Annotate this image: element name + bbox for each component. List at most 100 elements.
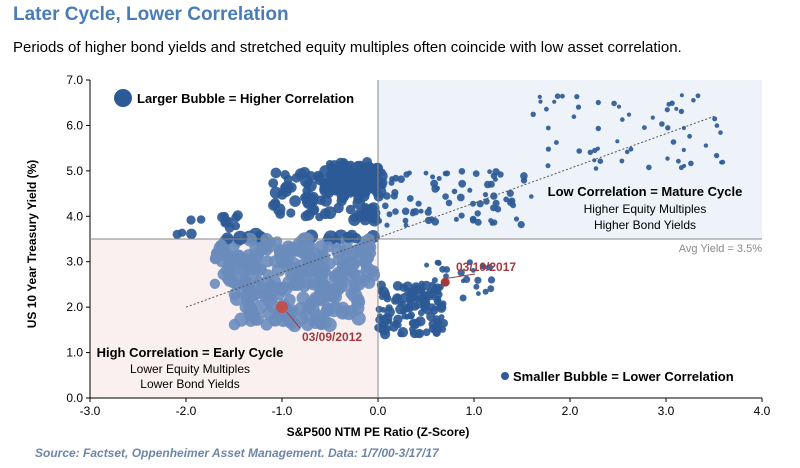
- trendline: [185, 115, 715, 308]
- scatter-chart: -3.0 -2.0 -1.0 0.0 1.0 2.0 3.0 4.0 0.0 1.0 2.0 3.0 4…: [25, 73, 771, 439]
- bubble-point: [487, 169, 492, 175]
- bubble-point: [691, 98, 696, 103]
- bubble-point: [413, 329, 423, 339]
- bubble-point: [674, 106, 679, 111]
- bubble-point: [304, 179, 317, 193]
- bubble-point: [483, 198, 490, 205]
- bubble-point: [487, 276, 496, 284]
- bubble-point: [431, 185, 440, 193]
- bubble-point: [332, 254, 344, 266]
- bubble-point: [554, 93, 561, 99]
- bubble-point: [314, 311, 328, 325]
- early-cycle-title: High Correlation = Early Cycle: [97, 345, 284, 360]
- bubble-point: [486, 264, 494, 271]
- bubble-point: [401, 313, 408, 320]
- bubble-point: [336, 162, 345, 171]
- bubble-point: [575, 104, 582, 110]
- bubble-point: [487, 285, 495, 293]
- bubble-point: [688, 160, 694, 167]
- overlay: [185, 115, 715, 329]
- bubble-point: [346, 229, 358, 241]
- bubble-point: [355, 174, 366, 186]
- bubble-point: [319, 165, 332, 178]
- bubble-point: [646, 164, 652, 171]
- bubble-point: [431, 325, 442, 336]
- bubble-point: [331, 185, 342, 196]
- bubble-point: [482, 288, 489, 295]
- bubble-point: [458, 168, 466, 175]
- bubble-point: [375, 305, 383, 313]
- source-note: Source: Factset, Oppenheimer Asset Manag…: [35, 446, 439, 460]
- bubble-point: [283, 293, 296, 306]
- bubble-point: [348, 281, 361, 294]
- bubble-point: [458, 179, 467, 188]
- bubble-point: [305, 193, 318, 206]
- bubble-point: [470, 268, 476, 273]
- bubble-point: [473, 283, 480, 290]
- bubble-point: [506, 189, 514, 197]
- bubble-point: [593, 166, 599, 171]
- chart-subtitle: Periods of higher bond yields and stretc…: [13, 39, 682, 56]
- bubble-point: [626, 112, 632, 117]
- bubble-point: [320, 280, 333, 293]
- bubble-point: [597, 158, 604, 164]
- bubble-point: [537, 94, 542, 99]
- bubble-point: [678, 165, 684, 171]
- bubble-point: [209, 278, 221, 289]
- y-tick-label: 2.0: [66, 300, 83, 314]
- bubble-point: [424, 262, 430, 268]
- bubble-point: [665, 156, 670, 161]
- bubble-point: [403, 222, 409, 228]
- bubble-point: [530, 111, 536, 117]
- bubble-point: [285, 261, 297, 272]
- bubble-point: [369, 176, 382, 189]
- y-tick-label: 7.0: [66, 73, 83, 87]
- bubble-point: [378, 168, 386, 176]
- bubble-point: [703, 143, 709, 148]
- bubble-point: [258, 288, 274, 303]
- legend-large-bubble-icon: [114, 89, 132, 107]
- y-tick-label: 3.0: [66, 255, 83, 269]
- bubble-point: [595, 99, 601, 106]
- bubble-point: [244, 301, 257, 313]
- legend-small-bubble-icon: [501, 372, 509, 380]
- upper-right-quadrant-shade: [378, 80, 762, 239]
- avg-yield-label: Avg Yield = 3.5%: [679, 243, 762, 255]
- bubble-point: [345, 204, 356, 215]
- bubble-point: [619, 158, 625, 164]
- bubble-point: [350, 244, 363, 257]
- bubble-point: [322, 241, 334, 253]
- bubble-point: [347, 160, 355, 169]
- legend-small-label: Smaller Bubble = Lower Correlation: [513, 369, 734, 384]
- highlight-label-2012: 03/09/2012: [302, 330, 362, 344]
- bubble-point: [212, 247, 223, 258]
- bubble-point: [595, 125, 601, 132]
- bubble-point: [413, 295, 421, 303]
- bubble-point: [538, 99, 543, 104]
- bubble-point: [407, 313, 414, 320]
- bubble-point: [665, 125, 671, 131]
- bubble-point: [552, 99, 557, 104]
- bubble-point: [560, 93, 565, 99]
- bubble-point: [678, 108, 685, 115]
- bubble-point: [341, 248, 352, 259]
- bubble-point: [350, 212, 360, 223]
- bubble-point: [337, 174, 347, 184]
- bubble-point: [687, 133, 692, 139]
- bubble-point: [362, 276, 376, 289]
- bubble-point: [286, 208, 296, 218]
- bubble-point: [367, 265, 380, 278]
- bubble-point: [242, 284, 257, 299]
- bubble-point: [545, 125, 551, 131]
- bubble-point: [397, 175, 406, 183]
- bubble-point: [239, 253, 253, 267]
- bubble-point: [491, 219, 498, 226]
- bubble-point: [268, 178, 279, 189]
- bubble-point: [285, 245, 297, 256]
- y-tick-label: 4.0: [66, 209, 83, 223]
- bubble-point: [458, 212, 465, 219]
- bubble-point: [384, 306, 395, 318]
- bubble-point: [490, 172, 498, 179]
- bubble-point: [268, 200, 279, 211]
- x-axis-title: S&P500 NTM PE Ratio (Z-Score): [287, 425, 470, 439]
